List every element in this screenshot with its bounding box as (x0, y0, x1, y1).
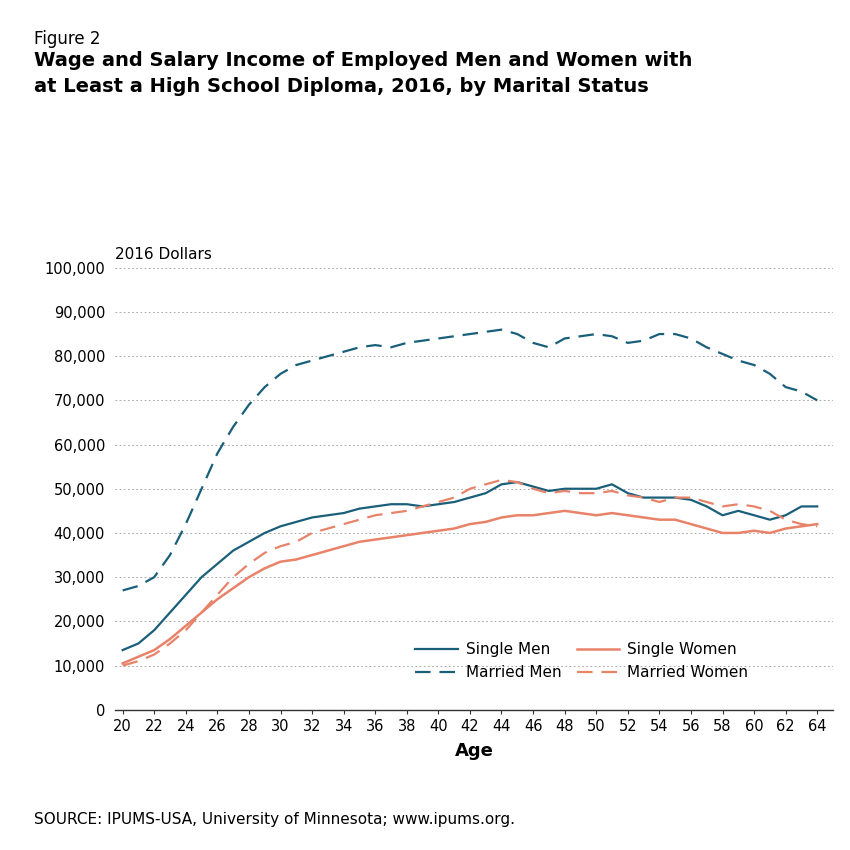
Text: at Least a High School Diploma, 2016, by Marital Status: at Least a High School Diploma, 2016, by… (34, 76, 649, 95)
Text: Figure 2: Figure 2 (34, 30, 100, 48)
Text: Wage and Salary Income of Employed Men and Women with: Wage and Salary Income of Employed Men a… (34, 51, 693, 70)
Text: SOURCE: IPUMS-USA, University of Minnesota; www.ipums.org.: SOURCE: IPUMS-USA, University of Minneso… (34, 812, 515, 827)
Legend: Single Men, Married Men, Single Women, Married Women: Single Men, Married Men, Single Women, M… (416, 643, 748, 680)
Text: 2016 Dollars: 2016 Dollars (115, 246, 212, 262)
X-axis label: Age: Age (455, 742, 493, 760)
